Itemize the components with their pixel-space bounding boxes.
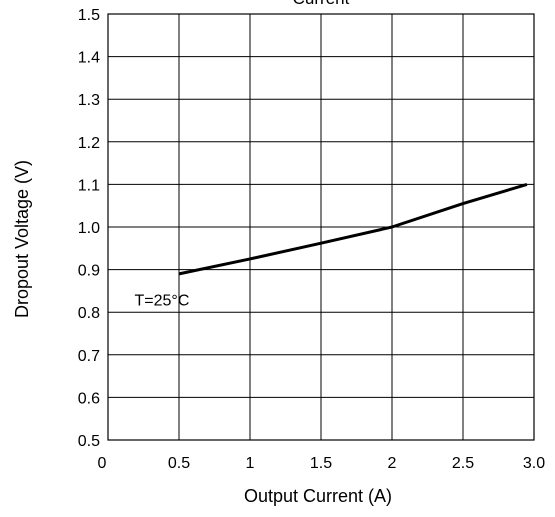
y-axis-label: Dropout Voltage (V): [12, 160, 32, 318]
x-tick-label: 2.5: [452, 455, 474, 472]
x-tick-label: 3.0: [523, 455, 545, 472]
series-layer: [178, 182, 528, 276]
y-tick-label: 1.4: [78, 50, 100, 67]
y-tick-label: 0.7: [78, 348, 100, 365]
grid-layer: [108, 14, 534, 440]
y-tick-label: 1.1: [78, 177, 100, 194]
x-tick-label: 0.5: [168, 455, 190, 472]
y-tick-label: 0.8: [78, 305, 100, 322]
tick-layer: 0 0.5 1 1.5 2 2.5 3.0 0.5 0.6 0.7 0.8 0.9 1.0 1.1 1.2 1…: [78, 7, 545, 472]
chart-title: Current: [293, 0, 350, 8]
y-tick-label: 1.0: [78, 220, 100, 237]
y-tick-label: 1.2: [78, 135, 100, 152]
annotation-layer: T=25°C: [135, 292, 190, 309]
y-tick-label: 0.9: [78, 263, 100, 280]
x-tick-label: 1: [246, 455, 255, 472]
x-tick-label: 0: [98, 455, 107, 472]
series-line: [178, 182, 528, 276]
y-tick-label: 0.6: [78, 390, 100, 407]
temperature-annotation: T=25°C: [135, 292, 190, 309]
y-tick-label: 1.3: [78, 92, 100, 109]
y-tick-label: 1.5: [78, 7, 100, 24]
y-tick-label: 0.5: [78, 433, 100, 450]
x-tick-label: 1.5: [310, 455, 332, 472]
plot-frame: [107, 13, 535, 441]
x-tick-label: 2: [388, 455, 397, 472]
x-axis-label: Output Current (A): [244, 486, 392, 506]
